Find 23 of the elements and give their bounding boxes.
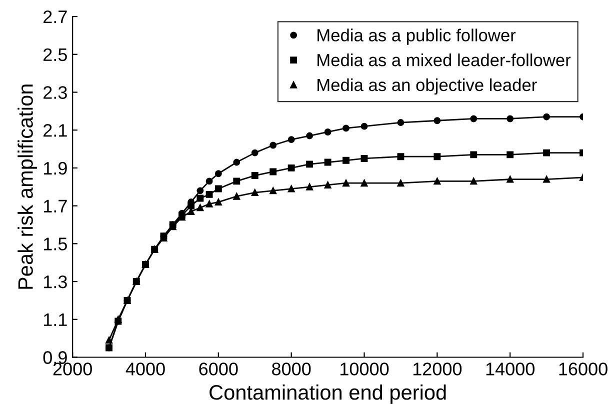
y-tick-label: 2.5 <box>44 48 67 62</box>
y-tick-label: 0.9 <box>43 351 67 364</box>
y-tick-label: 1.9 <box>44 162 67 175</box>
y-tick-label: 2.7 <box>44 10 67 24</box>
y-tick-label: 2.1 <box>44 124 67 137</box>
y-tick-label: 1.1 <box>44 314 67 326</box>
y-tick-label: 2.3 <box>44 86 67 99</box>
y-tick-label: 1.3 <box>44 275 67 288</box>
y-tick-label: 1.5 <box>44 238 67 250</box>
x-tick-label: 6000 <box>199 362 238 376</box>
x-tick-label: 8000 <box>272 362 311 376</box>
x-tick-label: 14000 <box>486 362 534 376</box>
y-tick-label: 1.7 <box>44 200 67 212</box>
legend-label: Media as a mixed leader-follower <box>318 54 571 66</box>
x-tick-label: 10000 <box>340 362 389 376</box>
x-axis-title: Contamination end period <box>210 384 446 404</box>
y-axis-title: Peak risk amplification <box>18 84 38 289</box>
x-tick-label: 12000 <box>413 362 462 376</box>
legend-label: Media as an objective leader <box>318 78 537 95</box>
x-tick-label: 2000 <box>53 362 92 376</box>
x-tick-label: 16000 <box>559 362 608 376</box>
legend-label: Media as a public follower <box>318 28 516 45</box>
x-tick-label: 4000 <box>126 362 165 376</box>
